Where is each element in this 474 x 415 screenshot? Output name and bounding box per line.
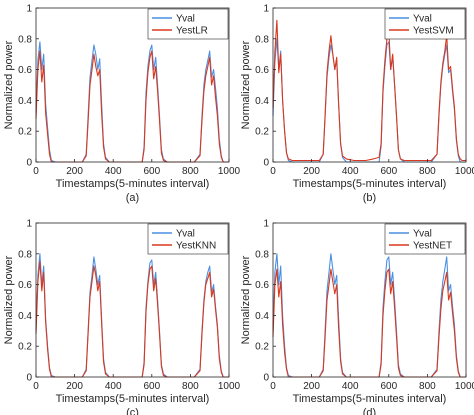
axes-frame: [272, 222, 467, 378]
legend-entry: YestNET: [413, 241, 452, 252]
y-tick-label: 0.6: [255, 65, 269, 76]
x-tick-label: 600: [380, 381, 397, 392]
y-tick-label: 0: [263, 373, 269, 384]
y-axis-label: Normalized power: [3, 40, 15, 129]
y-tick-label: 0.6: [18, 280, 32, 291]
x-tick-label: 1000: [218, 166, 241, 177]
x-tick-label: 0: [33, 166, 39, 177]
x-tick-label: 1000: [218, 381, 241, 392]
x-axis-label: Timestamps(5-minutes interval): [293, 178, 447, 190]
x-axis-label: Timestamps(5-minutes interval): [293, 393, 447, 405]
x-tick-label: 800: [419, 166, 436, 177]
y-axis-label: Normalized power: [240, 255, 252, 344]
legend-entry: Yval: [413, 229, 432, 240]
panel-caption: (b): [363, 192, 376, 204]
axes-frame: [272, 7, 467, 163]
y-tick-label: 1: [26, 4, 32, 15]
x-tick-label: 600: [143, 166, 160, 177]
x-tick-label: 800: [182, 166, 199, 177]
x-tick-label: 1000: [455, 166, 474, 177]
y-tick-label: 1: [263, 219, 269, 230]
x-tick-label: 0: [33, 381, 39, 392]
legend-box: [147, 223, 229, 255]
legend-entry: YestKNN: [176, 241, 216, 252]
legend-box: [147, 8, 229, 40]
axes-frame: [35, 222, 230, 378]
x-tick-label: 400: [342, 166, 359, 177]
series-line-yval: [35, 253, 229, 378]
y-tick-label: 0.2: [255, 342, 269, 353]
panel-1: 0 200 400 600 800 1000 0 0.2 0.4 0.6 0.8 1 Timestamp…: [3, 4, 241, 205]
y-tick-label: 0.8: [18, 34, 32, 45]
legend-entry: Yval: [176, 14, 195, 25]
series-line-yval: [35, 41, 229, 163]
y-tick-label: 0.4: [18, 96, 32, 107]
legend-entry: Yval: [176, 229, 195, 240]
x-tick-label: 600: [380, 166, 397, 177]
x-tick-label: 400: [105, 381, 122, 392]
legend-entry: YestLR: [176, 26, 208, 37]
panel-4: 0 200 400 600 800 1000 0 0.2 0.4 0.6 0.8 1 Timestamp…: [240, 219, 474, 415]
x-tick-label: 800: [419, 381, 436, 392]
axes-frame: [35, 7, 230, 163]
x-tick-label: 200: [303, 166, 320, 177]
y-tick-label: 1: [263, 4, 269, 15]
y-tick-label: 0.2: [18, 127, 32, 138]
legend-box: [384, 8, 466, 40]
y-tick-label: 1: [26, 219, 32, 230]
x-tick-label: 400: [105, 166, 122, 177]
y-tick-label: 0: [26, 373, 32, 384]
x-tick-label: 800: [182, 381, 199, 392]
y-tick-label: 0.8: [18, 249, 32, 260]
x-tick-label: 0: [270, 166, 276, 177]
series-line-yestsvm: [272, 19, 466, 162]
panel-2: 0 200 400 600 800 1000 0 0.2 0.4 0.6 0.8 1 Timestamp…: [240, 4, 474, 205]
legend-entry: Yval: [413, 14, 432, 25]
y-tick-label: 0.4: [255, 311, 269, 322]
series-line-yestlr: [35, 50, 229, 163]
x-tick-label: 200: [303, 381, 320, 392]
x-axis-label: Timestamps(5-minutes interval): [56, 393, 210, 405]
x-tick-label: 200: [66, 166, 83, 177]
panel-caption: (c): [126, 407, 139, 415]
y-tick-label: 0.4: [18, 311, 32, 322]
x-axis-label: Timestamps(5-minutes interval): [56, 178, 210, 190]
legend-box: [384, 223, 466, 255]
x-tick-label: 0: [270, 381, 276, 392]
y-tick-label: 0.8: [255, 249, 269, 260]
panel-caption: (d): [363, 407, 376, 415]
y-tick-label: 0.6: [255, 280, 269, 291]
panel-caption: (a): [126, 192, 139, 204]
series-line-yestnet: [272, 268, 466, 378]
x-tick-label: 400: [342, 381, 359, 392]
x-tick-label: 200: [66, 381, 83, 392]
y-tick-label: 0.8: [255, 34, 269, 45]
y-axis-label: Normalized power: [240, 40, 252, 129]
series-line-yval: [272, 253, 466, 378]
y-tick-label: 0.4: [255, 96, 269, 107]
y-tick-label: 0.2: [18, 342, 32, 353]
x-tick-label: 1000: [455, 381, 474, 392]
panel-3: 0 200 400 600 800 1000 0 0.2 0.4 0.6 0.8 1 Timestamp…: [3, 219, 241, 415]
y-tick-label: 0: [26, 158, 32, 169]
y-axis-label: Normalized power: [3, 255, 15, 344]
legend-entry: YestSVM: [413, 26, 454, 37]
y-tick-label: 0.2: [255, 127, 269, 138]
y-tick-label: 0: [263, 158, 269, 169]
y-tick-label: 0.6: [18, 65, 32, 76]
x-tick-label: 600: [143, 381, 160, 392]
